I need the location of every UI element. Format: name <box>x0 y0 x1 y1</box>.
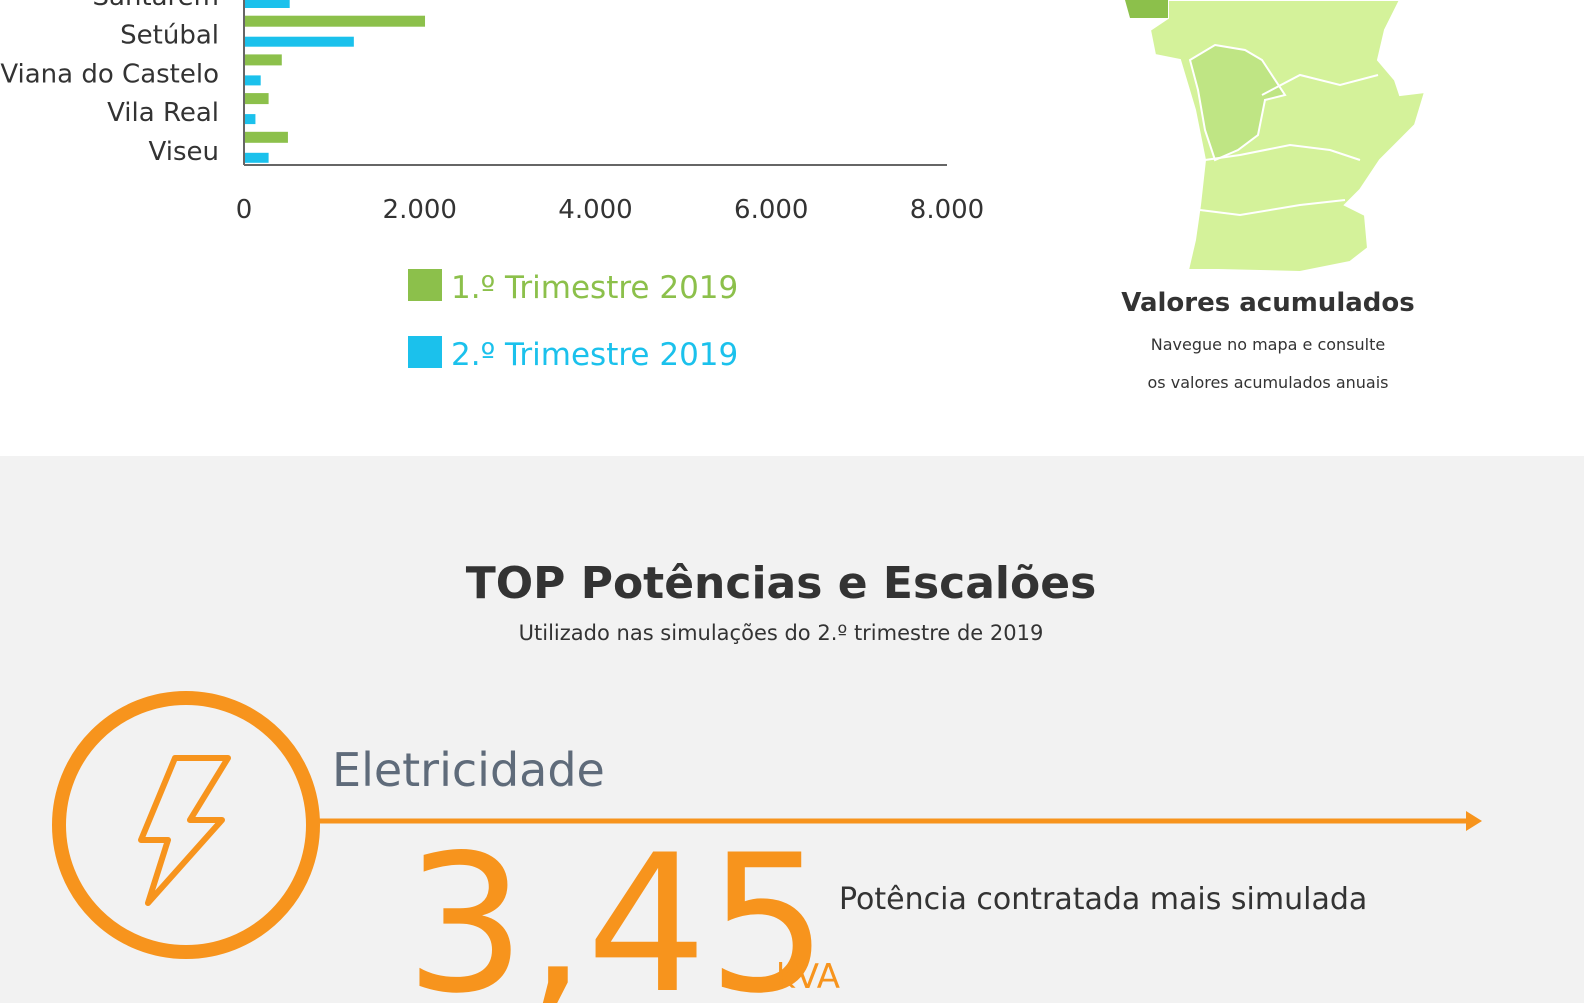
category-label: Eletricidade <box>332 743 605 797</box>
x-tick-label: 2.000 <box>383 195 457 225</box>
y-tick-label: Santarém <box>93 0 219 12</box>
unit: kVA <box>776 957 840 997</box>
x-tick-label: 6.000 <box>734 195 808 225</box>
x-tick-label: 4.000 <box>558 195 632 225</box>
bar <box>244 131 288 143</box>
bar <box>244 93 269 105</box>
bar <box>244 114 256 125</box>
lightning-icon <box>138 755 231 906</box>
x-tick-label: 8.000 <box>910 195 984 225</box>
caption: Potência contratada mais simulada <box>839 882 1367 917</box>
legend-swatch <box>408 336 442 368</box>
legend-label: 1.º Trimestre 2019 <box>451 270 738 306</box>
map-title: Valores acumulados <box>1121 288 1414 318</box>
bar <box>244 15 426 27</box>
bar <box>244 0 290 8</box>
icon-circle <box>52 691 320 959</box>
bar <box>244 75 261 86</box>
y-tick-label: Setúbal <box>120 21 219 51</box>
bar <box>244 152 269 163</box>
section-subtitle: Utilizado nas simulações do 2.º trimestr… <box>519 621 1044 645</box>
y-tick-label: Viana do Castelo <box>0 59 219 89</box>
arrow-head <box>1466 811 1482 831</box>
x-tick-label: 0 <box>236 195 253 225</box>
section-title: TOP Potências e Escalões <box>466 558 1097 609</box>
bar <box>244 54 282 66</box>
y-tick-label: Vila Real <box>107 98 219 128</box>
big-value: 3,45 <box>405 814 828 1003</box>
bar <box>244 36 354 47</box>
map-region[interactable] <box>1125 0 1168 18</box>
map-text: os valores acumulados anuais <box>1148 373 1389 392</box>
y-tick-label: Viseu <box>149 137 219 167</box>
map[interactable] <box>1125 0 1427 274</box>
map-region[interactable] <box>1148 0 1427 274</box>
map-region[interactable] <box>1188 43 1287 162</box>
legend-label: 2.º Trimestre 2019 <box>451 337 738 373</box>
legend-swatch <box>408 269 442 301</box>
map-text: Navegue no mapa e consulte <box>1151 335 1385 354</box>
map-border <box>1199 73 1379 217</box>
